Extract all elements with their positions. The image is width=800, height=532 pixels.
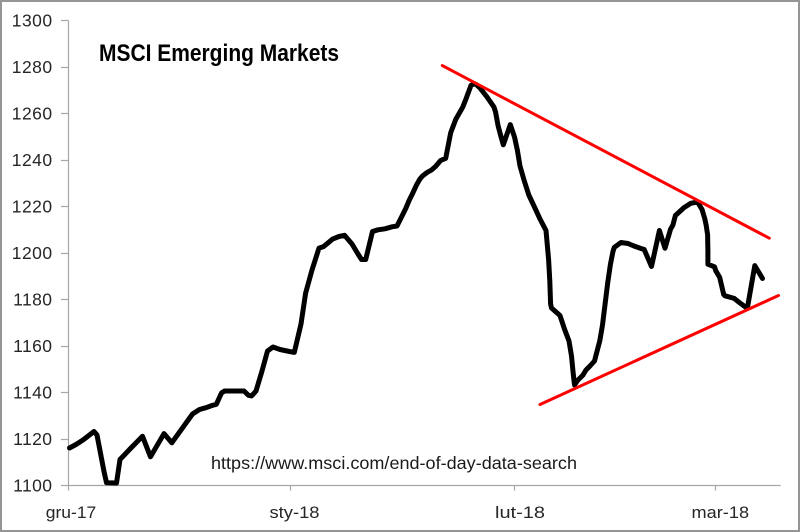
svg-text:mar-18: mar-18 <box>692 503 750 522</box>
svg-text:1140: 1140 <box>13 382 52 402</box>
svg-text:lut-18: lut-18 <box>495 503 545 522</box>
svg-text:1180: 1180 <box>13 290 52 310</box>
svg-text:1200: 1200 <box>12 243 53 263</box>
svg-text:1220: 1220 <box>12 197 53 217</box>
svg-text:1300: 1300 <box>12 11 53 31</box>
svg-text:1240: 1240 <box>12 150 53 170</box>
svg-text:gru-17: gru-17 <box>46 503 97 522</box>
svg-text:1280: 1280 <box>12 57 53 77</box>
svg-text:MSCI Emerging Markets: MSCI Emerging Markets <box>99 40 339 67</box>
svg-text:1160: 1160 <box>13 336 52 356</box>
svg-text:1120: 1120 <box>13 429 52 449</box>
svg-text:1100: 1100 <box>13 475 52 495</box>
svg-text:https://www.msci.com/end-of-da: https://www.msci.com/end-of-day-data-sea… <box>211 453 577 473</box>
svg-text:1260: 1260 <box>12 104 53 124</box>
svg-text:sty-18: sty-18 <box>270 503 320 522</box>
